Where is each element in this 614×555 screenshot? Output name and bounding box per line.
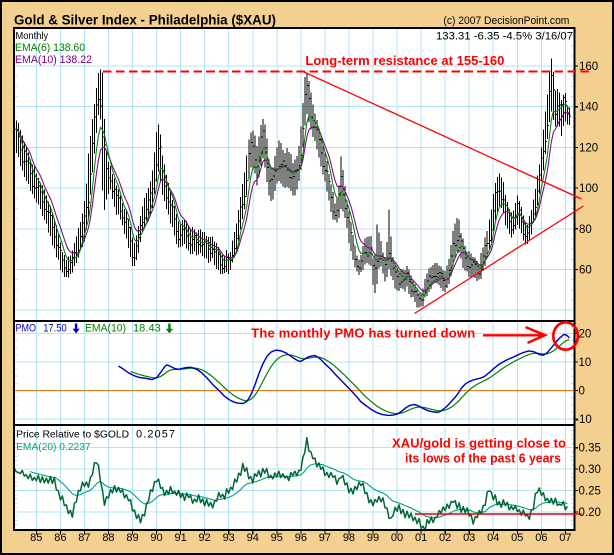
svg-text:87: 87 <box>78 532 90 544</box>
svg-text:EMA(20) 0.2237: EMA(20) 0.2237 <box>16 441 91 453</box>
svg-text:0.35: 0.35 <box>579 443 601 455</box>
svg-text:100: 100 <box>579 183 598 195</box>
svg-text:92: 92 <box>199 532 211 544</box>
svg-text:93: 93 <box>223 532 235 544</box>
svg-text:99: 99 <box>367 532 379 544</box>
svg-text:Long-term resistance at 155-16: Long-term resistance at 155-160 <box>305 53 504 68</box>
svg-text:0.2057: 0.2057 <box>136 429 175 441</box>
svg-text:90: 90 <box>150 532 162 544</box>
svg-text:94: 94 <box>247 532 259 544</box>
svg-text:98: 98 <box>343 532 355 544</box>
svg-text:89: 89 <box>126 532 138 544</box>
svg-text:XAU/gold is getting close to: XAU/gold is getting close to <box>392 436 566 451</box>
svg-text:PMO: PMO <box>16 323 37 335</box>
svg-text:01: 01 <box>415 532 427 544</box>
svg-text:EMA(10): EMA(10) <box>85 323 126 335</box>
svg-text:Price Relative to $GOLD: Price Relative to $GOLD <box>16 429 129 441</box>
svg-text:88: 88 <box>102 532 114 544</box>
svg-text:The monthly PMO has turned dow: The monthly PMO has turned down <box>251 326 475 341</box>
svg-text:91: 91 <box>174 532 186 544</box>
svg-text:85: 85 <box>30 532 42 544</box>
svg-text:140: 140 <box>579 102 598 114</box>
svg-text:95: 95 <box>271 532 283 544</box>
svg-text:160: 160 <box>579 61 598 73</box>
svg-text:97: 97 <box>319 532 331 544</box>
svg-text:03: 03 <box>463 532 475 544</box>
svg-text:10: 10 <box>579 357 592 369</box>
svg-text:60: 60 <box>579 265 592 277</box>
svg-text:0.30: 0.30 <box>579 464 601 476</box>
svg-text:Monthly: Monthly <box>16 30 49 42</box>
svg-text:04: 04 <box>487 532 499 544</box>
svg-text:06: 06 <box>535 532 547 544</box>
svg-text:80: 80 <box>579 224 592 236</box>
svg-text:18.43: 18.43 <box>133 323 161 335</box>
svg-text:0.20: 0.20 <box>579 507 601 519</box>
svg-text:120: 120 <box>579 142 598 154</box>
svg-text:02: 02 <box>439 532 451 544</box>
svg-text:133.31 -6.35 -4.5% 3/16/07: 133.31 -6.35 -4.5% 3/16/07 <box>436 31 573 43</box>
svg-text:-10: -10 <box>575 414 592 426</box>
svg-text:05: 05 <box>511 532 523 544</box>
svg-text:0: 0 <box>579 386 585 398</box>
svg-text:EMA(10) 138.22: EMA(10) 138.22 <box>15 54 92 66</box>
svg-text:00: 00 <box>391 532 403 544</box>
svg-text:its lows of the past 6 years: its lows of the past 6 years <box>405 452 561 466</box>
svg-text:Gold & Silver Index - Philadel: Gold & Silver Index - Philadelphia ($XAU… <box>14 13 276 28</box>
svg-text:20: 20 <box>579 329 592 341</box>
svg-text:86: 86 <box>54 532 66 544</box>
svg-text:17.50: 17.50 <box>43 323 66 335</box>
svg-text:0.25: 0.25 <box>579 486 601 498</box>
svg-text:96: 96 <box>295 532 307 544</box>
svg-text:EMA(6) 138.60: EMA(6) 138.60 <box>15 42 85 54</box>
svg-text:(c) 2007 DecisionPoint.com: (c) 2007 DecisionPoint.com <box>443 15 569 27</box>
svg-text:07: 07 <box>559 532 571 544</box>
